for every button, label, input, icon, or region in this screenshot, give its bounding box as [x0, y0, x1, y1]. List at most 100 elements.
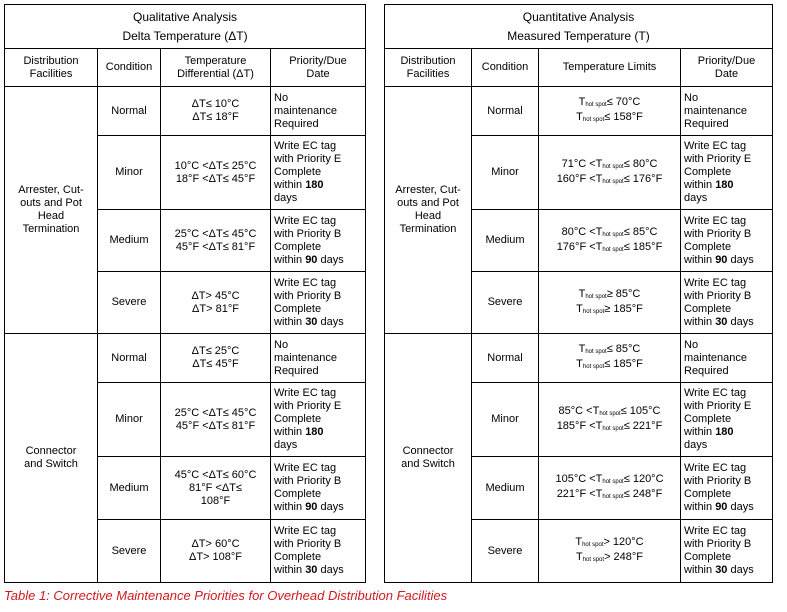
condition-cell: Normal — [97, 333, 161, 383]
priority-line: Write EC tag — [274, 462, 337, 474]
due-days-label: days — [274, 192, 298, 204]
due-date-line: within 180 — [274, 426, 362, 439]
priority-line: Required — [274, 117, 319, 130]
header-temperature: Temperature Limits — [538, 48, 681, 87]
temperature-cell: 80°C <Thot spot≤ 85°C 176°F <Thot spot≤ 1… — [538, 209, 681, 272]
facility-label-line: Termination — [22, 223, 80, 235]
temperature-value-line: 10°C <ΔT≤ 25°C — [174, 159, 257, 172]
priority-line: Complete — [274, 413, 322, 425]
condition-cell: Minor — [97, 382, 161, 457]
hot-spot-subscript: hot spot — [585, 349, 607, 355]
due-prefix: within — [684, 426, 716, 438]
header-distribution-facilities: Distribution Facilities — [384, 48, 472, 87]
priority-line: Required — [274, 364, 319, 377]
temperature-limit-line: Thot spot≤ 158°F — [542, 111, 677, 126]
qualitative-analysis-table: Qualitative Analysis Delta Temperature (Δ… — [3, 4, 367, 583]
condition-label: Normal — [487, 351, 523, 364]
table-title: Qualitative Analysis Delta Temperature (Δ… — [3, 4, 367, 49]
temperature-limit-suffix: ≥ 85°C — [606, 287, 641, 300]
temperature-limit-line: 80°C <Thot spot≤ 85°C — [542, 226, 677, 241]
temperature-cell: Thot spot≤ 70°C Thot spot≤ 158°F — [538, 86, 681, 136]
table-title: Quantitative Analysis Measured Temperatur… — [384, 4, 773, 49]
due-date-line: within 180 — [274, 179, 362, 192]
temperature-cell: Thot spot≥ 85°C Thot spot≥ 185°F — [538, 271, 681, 334]
temperature-limit-prefix: T — [578, 96, 586, 108]
hot-spot-subscript: hot spot — [599, 410, 621, 417]
temperature-limit-line: Thot spot≤ 70°C — [542, 96, 677, 111]
table-row: Minor 85°C <Thot spot≤ 105°C 185°F <Thot s… — [385, 382, 773, 457]
table-row: Arrester, Cut-outs and Pot Head Terminatio… — [4, 86, 367, 334]
hot-spot-subscript: hot spot — [602, 163, 624, 170]
facility-label-line: Termination — [399, 223, 457, 235]
table-title-line-1: Qualitative Analysis — [132, 9, 238, 24]
due-days-number: 90 — [715, 501, 728, 513]
temperature-cell: 45°C <ΔT≤ 60°C 81°F <ΔT≤ 108°F — [160, 456, 271, 520]
priority-cell: No maintenance Required — [680, 86, 773, 136]
header-label: Condition — [481, 61, 529, 73]
due-suffix: days — [727, 315, 754, 328]
priority-cell: Write EC tag with Priority B Complete withi… — [269, 456, 367, 520]
facility-label-line: outs and Pot — [20, 197, 82, 209]
priority-line: Write EC tag — [274, 276, 337, 289]
due-suffix: days — [317, 253, 344, 266]
temperature-cell: Thot spot≤ 85°C Thot spot≤ 185°F — [538, 333, 681, 383]
header-label-line: Facilities — [406, 67, 450, 80]
condition-label: Normal — [111, 351, 147, 364]
priority-line: Complete — [684, 166, 732, 178]
condition-label: Normal — [111, 104, 147, 117]
temperature-cell: 85°C <Thot spot≤ 105°C 185°F <Thot spot≤ … — [538, 382, 681, 457]
temperature-value-line: ΔT≤ 10°C — [191, 98, 240, 110]
temperature-limit-prefix: T — [576, 302, 583, 315]
condition-cell: Normal — [97, 86, 161, 136]
priority-line: maintenance — [274, 351, 337, 364]
due-suffix: days — [317, 501, 344, 513]
table-title-line-2: Delta Temperature (ΔT) — [122, 28, 248, 43]
priority-cell: No maintenance Required — [680, 333, 773, 383]
facility-cell: Arrester, Cut-outs and Pot Head Terminatio… — [4, 86, 98, 334]
temperature-value-line: ΔT≤ 25°C — [191, 345, 240, 357]
temperature-limit-suffix: > 120°C — [603, 536, 644, 548]
condition-cell: Minor — [471, 382, 539, 457]
condition-cell: Severe — [471, 271, 539, 334]
priority-line: No — [684, 91, 699, 104]
priority-line: with Priority B — [684, 538, 752, 550]
priority-line: with Priority E — [274, 153, 342, 165]
header-label-line: Differential (ΔT) — [177, 67, 254, 80]
condition-label: Severe — [111, 544, 147, 557]
table-row: Connector and Switch Normal Thot spot≤ 85°C… — [384, 333, 773, 583]
priority-cell: Write EC tag with Priority B Complete withi… — [269, 519, 367, 583]
hot-spot-subscript: hot spot — [602, 178, 624, 185]
condition-cell: Severe — [97, 519, 161, 583]
temperature-limit-line: Thot spot≥ 185°F — [542, 303, 677, 318]
hot-spot-subscript: hot spot — [582, 557, 605, 563]
hot-spot-subscript: hot spot — [585, 102, 607, 108]
condition-cell: Minor — [471, 135, 539, 210]
condition-cell: Medium — [97, 456, 161, 520]
temperature-limit-line: Thot spot≥ 85°C — [542, 288, 677, 303]
due-prefix: within — [274, 564, 306, 576]
facility-cell: Arrester, Cut-outs and Pot Head Terminatio… — [384, 86, 472, 334]
table-title-line-1: Quantitative Analysis — [522, 9, 635, 24]
temperature-limit-suffix: ≤ 80°C — [623, 157, 658, 170]
priority-line: Write EC tag — [684, 525, 747, 537]
temperature-limit-suffix: ≤ 176°F — [623, 172, 663, 185]
priority-line: Complete — [684, 551, 732, 563]
priority-line: Write EC tag — [684, 276, 747, 289]
due-date-line: within 90 days — [274, 254, 362, 267]
facility-label-line: Connector — [402, 445, 454, 457]
hot-spot-subscript: hot spot — [602, 231, 624, 238]
header-label-line: Distribution — [400, 54, 456, 67]
temperature-limit-prefix: 176°F <T — [556, 240, 603, 253]
table-row: Connector and Switch Normal ΔT≤ 25°C ΔT≤ 45°… — [4, 333, 367, 583]
temperature-cell: ΔT≤ 10°C ΔT≤ 18°F — [160, 86, 271, 136]
priority-cell: Write EC tag with Priority B Complete withi… — [680, 271, 773, 334]
temperature-limit-line: 176°F <Thot spot≤ 185°F — [542, 241, 677, 256]
priority-cell: Write EC tag with Priority B Complete withi… — [680, 209, 773, 272]
hot-spot-subscript: hot spot — [582, 117, 605, 123]
temperature-value-line: ΔT≤ 45°F — [192, 358, 239, 370]
due-prefix: within — [274, 179, 306, 191]
hot-spot-subscript: hot spot — [582, 308, 605, 315]
temperature-limit-prefix: 105°C <T — [555, 473, 603, 485]
due-days-number: 30 — [715, 315, 728, 328]
priority-line: with Priority E — [274, 400, 342, 412]
